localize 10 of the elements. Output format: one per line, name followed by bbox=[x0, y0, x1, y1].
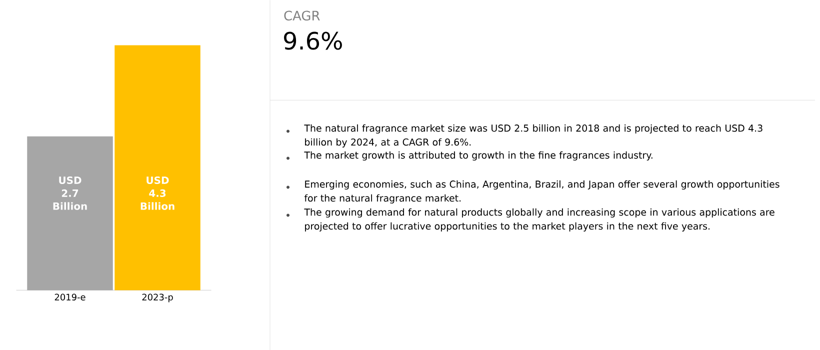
text: Emerging economies, such as China, Argentina, Brazil, and Japan offer several growth opportunities for the natural fragrance market. bbox=[304, 180, 780, 204]
x-tick-label: 2019-e bbox=[54, 294, 86, 300]
data-label: USD 2.7 Billion bbox=[53, 176, 87, 210]
text: The natural fragrance market size was USD 2.5 billion in 2018 and is projected to reach USD 4.3 billion by 2024, at a CAGR of 9.6%. bbox=[304, 124, 762, 148]
x-tick-label: 2023-p bbox=[142, 294, 173, 302]
text: The market growth is attributed to growth in the fine fragrances industry. bbox=[304, 151, 652, 160]
text: 9.6% bbox=[284, 32, 342, 50]
text: The growing demand for natural products globally and increasing scope in various applications are projected to offer lucrative opportunities to the market players in the next five years. bbox=[304, 208, 774, 232]
text: CAGR bbox=[284, 10, 320, 20]
data-label: USD 4.3 Billion bbox=[140, 176, 174, 210]
